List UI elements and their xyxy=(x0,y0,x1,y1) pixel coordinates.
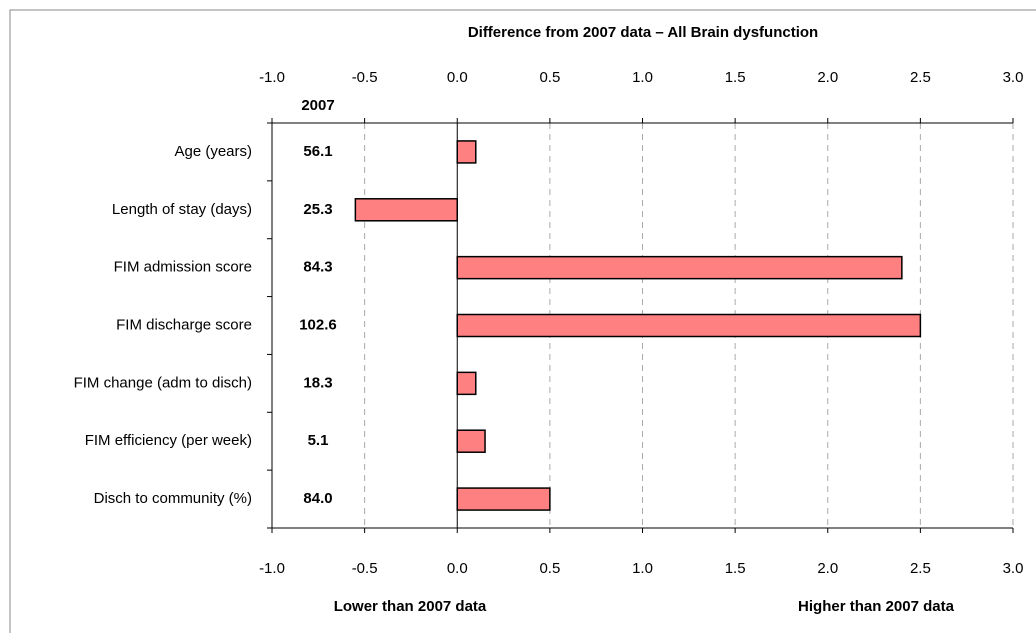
x-tick-label: 0.5 xyxy=(539,69,560,86)
x-tick-label: 2.5 xyxy=(910,560,931,577)
bar xyxy=(456,371,477,396)
bar xyxy=(456,429,486,453)
bar xyxy=(456,255,903,280)
x-tick-label: 3.0 xyxy=(1003,560,1024,577)
x-tick-label: 2.0 xyxy=(817,560,838,577)
category-label: FIM admission score xyxy=(114,259,252,276)
x-tick-label: -0.5 xyxy=(352,560,378,577)
x-tick-label: -1.0 xyxy=(259,69,285,86)
baseline-value: 56.1 xyxy=(303,143,332,160)
x-tick-label: 1.0 xyxy=(632,69,653,86)
chart-title: Difference from 2007 data – All Brain dy… xyxy=(468,24,818,41)
baseline-value: 25.3 xyxy=(303,201,332,218)
x-tick-label: 3.0 xyxy=(1003,69,1024,86)
bar xyxy=(354,198,458,222)
x-tick-label: 2.5 xyxy=(910,69,931,86)
x-tick-label: 1.0 xyxy=(632,560,653,577)
x-tick-label: 0.5 xyxy=(539,560,560,577)
x-tick-label: 0.0 xyxy=(447,560,468,577)
category-label: Length of stay (days) xyxy=(112,201,252,218)
baseline-value: 18.3 xyxy=(303,374,332,391)
category-label: FIM change (adm to disch) xyxy=(74,374,252,391)
x-tick-label: -1.0 xyxy=(259,560,285,577)
category-label: FIM efficiency (per week) xyxy=(85,432,252,449)
x-tick-label: 2.0 xyxy=(817,69,838,86)
baseline-value: 84.0 xyxy=(303,490,332,507)
bar xyxy=(456,140,477,164)
category-label: FIM discharge score xyxy=(116,316,252,333)
baseline-value: 5.1 xyxy=(308,432,329,449)
bar xyxy=(456,487,551,511)
x-tick-label: 1.5 xyxy=(725,560,746,577)
bar xyxy=(456,313,922,338)
x-tick-label: -0.5 xyxy=(352,69,378,86)
chart-frame xyxy=(9,9,1036,633)
annotation: Higher than 2007 data xyxy=(798,598,955,615)
x-tick-label: 1.5 xyxy=(725,69,746,86)
baseline-title: 2007 xyxy=(301,97,334,114)
x-tick-label: 0.0 xyxy=(447,69,468,86)
baseline-value: 102.6 xyxy=(299,316,337,333)
category-label: Age (years) xyxy=(174,143,252,160)
category-label: Disch to community (%) xyxy=(94,490,252,507)
baseline-value: 84.3 xyxy=(303,259,332,276)
annotation: Lower than 2007 data xyxy=(334,598,487,615)
